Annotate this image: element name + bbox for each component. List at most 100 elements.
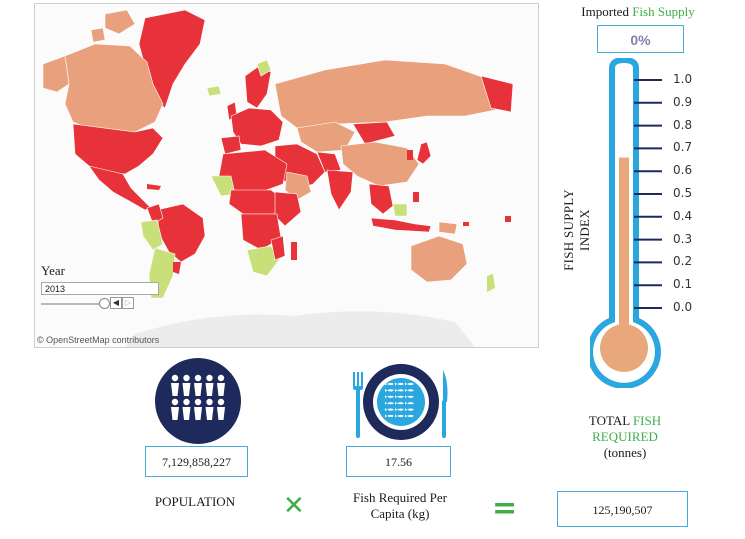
person-icon (206, 398, 213, 406)
peru-shape (140, 219, 164, 251)
person-icon (182, 383, 191, 396)
person-icon (171, 383, 179, 396)
fish-icon (395, 414, 404, 418)
year-slider-track[interactable] (41, 303, 105, 305)
person-icon (194, 383, 202, 396)
philippines-shape (413, 192, 419, 202)
knife-icon (442, 370, 448, 438)
fish-icon (385, 382, 394, 386)
person-icon (194, 398, 202, 406)
brazil-shape (156, 203, 206, 263)
norway-shape (256, 59, 272, 77)
india-shape (326, 169, 354, 211)
caribbean-shape (147, 184, 161, 190)
choropleth-map[interactable] (35, 4, 538, 347)
world-map[interactable]: Year 2013 ◀ ▷ © OpenStreetMap contributo… (34, 3, 539, 348)
per-capita-value-box: 17.56 (346, 446, 451, 477)
thermometer-tick-label: 0.8 (673, 117, 693, 132)
thermometer-tick-label: 0.2 (673, 254, 693, 269)
year-slider-handle[interactable] (99, 298, 110, 309)
fish-icon (405, 414, 414, 418)
per-capita-label: Fish Required Per Capita (kg) (325, 490, 475, 522)
thermometer-tick-label: 0.3 (673, 231, 693, 246)
year-input[interactable]: 2013 (41, 282, 159, 295)
thermometer-ticks (634, 79, 662, 309)
map-attribution[interactable]: © OpenStreetMap contributors (37, 335, 160, 345)
se-asia-shape (368, 183, 394, 215)
antarctica-shape (125, 311, 475, 347)
total-value-box: 125,190,507 (557, 491, 688, 527)
colombia-shape (146, 203, 164, 225)
indonesia-shape (370, 217, 432, 233)
fish-icon (395, 382, 404, 386)
person-icon (205, 383, 214, 396)
china-shape (340, 141, 420, 187)
fish-icon (385, 401, 394, 405)
person-icon (171, 374, 179, 382)
person-icon (171, 407, 179, 420)
equals-icon: = (492, 491, 518, 526)
southern-africa-shape (246, 245, 280, 277)
fish-icon (405, 401, 414, 405)
per-capita-label-line1: Fish Required Per (353, 490, 447, 505)
thermometer-tick-label: 0.7 (673, 140, 693, 155)
plate-center (377, 378, 425, 426)
person-icon (194, 407, 202, 420)
total-fish-required-title: TOTAL FISH REQUIRED (tonnes) (560, 413, 690, 461)
thermometer-tick-label: 0.4 (673, 208, 693, 223)
person-icon (217, 398, 225, 406)
imported-title-prefix: Imported (581, 4, 633, 19)
thermometer-graphic (590, 58, 662, 388)
fish-icon (405, 408, 414, 412)
imported-title-highlight: Fish Supply (632, 4, 695, 19)
fish-plate-icon (353, 364, 448, 440)
year-prev-button[interactable]: ◀ (110, 297, 122, 309)
thermometer-fill (619, 157, 629, 328)
person-icon (205, 407, 214, 420)
mozambique-shape (270, 235, 286, 261)
east-africa-shape (274, 191, 302, 227)
year-label: Year (41, 263, 65, 278)
iceland-shape (206, 85, 222, 97)
fork-icon (353, 372, 363, 438)
person-icon (183, 398, 190, 406)
thermometer-tick-label: 0.6 (673, 163, 693, 178)
total-title-fish: FISH (632, 413, 662, 428)
fish-icon (385, 408, 394, 412)
multiply-icon: ✕ (283, 491, 305, 521)
fish-icon (385, 395, 394, 399)
fish-icon (395, 395, 404, 399)
imported-percent-box: 0% (597, 25, 684, 53)
uruguay-shape (173, 262, 181, 274)
thermometer-tick-label: 0.9 (673, 94, 693, 109)
alaska-shape (42, 55, 70, 93)
thermometer-tick-label: 0.1 (673, 277, 693, 292)
fish-supply-index-label: FISH SUPPLY INDEX (561, 189, 592, 271)
usa-shape (72, 123, 164, 175)
person-icon (194, 374, 202, 382)
fish-icon (395, 401, 404, 405)
total-title-prefix: TOTAL (588, 413, 633, 428)
australia-shape (410, 235, 468, 283)
population-label: POPULATION (154, 494, 236, 509)
per-capita-label-line2: Capita (kg) (370, 506, 430, 521)
new-zealand-shape (487, 274, 495, 292)
imported-fish-supply-title: Imported Fish Supply (563, 4, 713, 20)
mongolia-shape (352, 121, 396, 145)
fish-icons (385, 382, 414, 418)
person-icon (171, 398, 179, 406)
fish-icon (395, 388, 404, 392)
arctic-islands-shape (90, 9, 136, 43)
thermometer-tick-label: 1.0 (673, 72, 693, 86)
person-icon (217, 374, 225, 382)
pacific-islands-shape (463, 216, 511, 226)
russia-shape (274, 59, 506, 129)
person-icon (206, 374, 213, 382)
person-icon (217, 407, 225, 420)
people-icon (171, 374, 225, 420)
year-next-button[interactable]: ▷ (122, 297, 134, 309)
person-icon (182, 407, 191, 420)
thermometer-tick-label: 0.0 (673, 300, 693, 314)
canada-shape (64, 43, 164, 135)
fish-icon (405, 395, 414, 399)
